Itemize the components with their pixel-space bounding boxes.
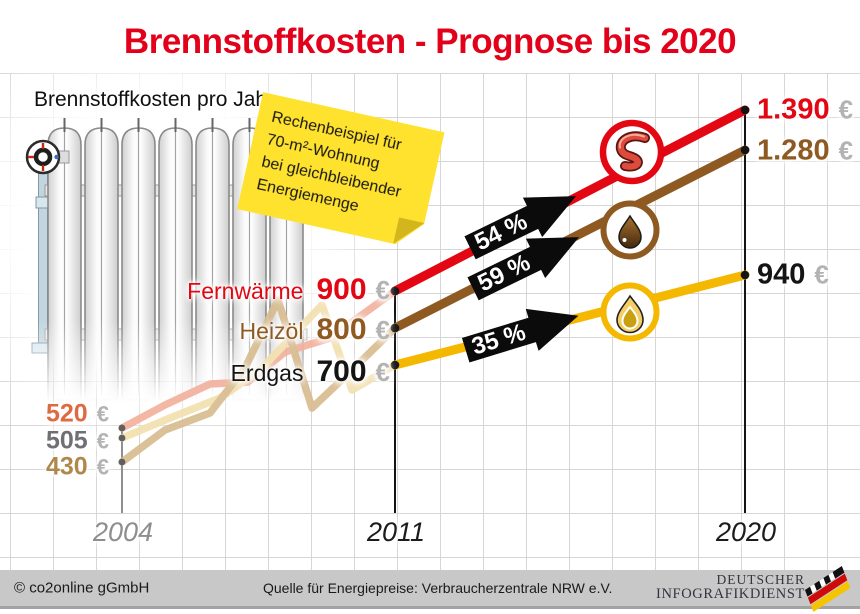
copyright-text: © co2online gGmbH — [14, 579, 150, 597]
euro-sign: € — [96, 401, 109, 427]
euro-sign: € — [375, 357, 390, 387]
source-text: Quelle für Energiepreise: Verbraucherzen… — [263, 580, 613, 596]
value-erdgas-2020: 940 € — [757, 259, 829, 292]
euro-sign: € — [814, 259, 829, 290]
value-heizoel-2020: 1.280 € — [757, 135, 853, 168]
energy-icons — [599, 119, 665, 342]
footer-bar: © co2online gGmbH Quelle für Energieprei… — [0, 565, 860, 612]
data-points-2004 — [118, 424, 126, 466]
oil-drop-icon — [600, 200, 660, 260]
chart-title: Brennstoffkosten pro Jahr — [34, 88, 275, 111]
label-row-fernwaerme-2011: Fernwärme 900 € — [187, 273, 390, 307]
series-value: 700 — [316, 355, 367, 388]
series-name: Heizöl — [239, 318, 304, 344]
page-title: Brennstoffkosten - Prognose bis 2020 — [123, 22, 737, 61]
series-name: Fernwärme — [187, 278, 304, 304]
logo-line-2: INFOGRAFIKDIENST — [656, 586, 805, 603]
euro-sign: € — [838, 94, 854, 125]
logo-line-1: DEUTSCHER — [716, 572, 805, 588]
series-value: 800 — [316, 313, 367, 346]
value-erdgas-2004: 505 € — [46, 427, 109, 456]
x-axis-label-2020: 2020 — [715, 517, 777, 547]
series-value: 430 — [46, 452, 88, 481]
value-heizoel-2004: 430 € — [46, 453, 109, 482]
series-value: 940 — [757, 258, 806, 291]
euro-sign: € — [96, 454, 109, 480]
radiator-illustration — [25, 118, 308, 401]
gas-flame-icon — [600, 282, 660, 342]
series-value: 520 — [46, 399, 88, 428]
series-value: 1.390 — [757, 93, 830, 126]
euro-sign: € — [96, 428, 109, 454]
series-value: 900 — [316, 273, 367, 306]
series-value: 505 — [46, 426, 88, 455]
data-points-2011-2020 — [390, 105, 750, 370]
euro-sign: € — [375, 275, 390, 305]
series-name: Erdgas — [230, 360, 304, 386]
infografikdienst-logo: DEUTSCHER INFOGRAFIKDIENST — [656, 565, 855, 612]
line-erdgas-history — [118, 301, 399, 442]
thermostat-valve-icon — [25, 139, 70, 175]
line-heizoel-history — [118, 296, 399, 466]
district-heating-pipe-icon — [599, 119, 665, 185]
german-flag-swoosh-icon — [804, 565, 851, 612]
euro-sign: € — [375, 315, 390, 345]
label-row-heizoel-2011: Heizöl 800 € — [240, 313, 390, 347]
value-fernwaerme-2020: 1.390 € — [757, 94, 853, 127]
x-axis-label-2011: 2011 — [366, 517, 426, 547]
value-fernwaerme-2004: 520 € — [46, 400, 109, 429]
label-row-erdgas-2011: Erdgas 700 € — [231, 355, 390, 389]
x-axis-label-2004: 2004 — [92, 517, 154, 547]
euro-sign: € — [838, 135, 854, 166]
series-value: 1.280 — [757, 134, 830, 167]
